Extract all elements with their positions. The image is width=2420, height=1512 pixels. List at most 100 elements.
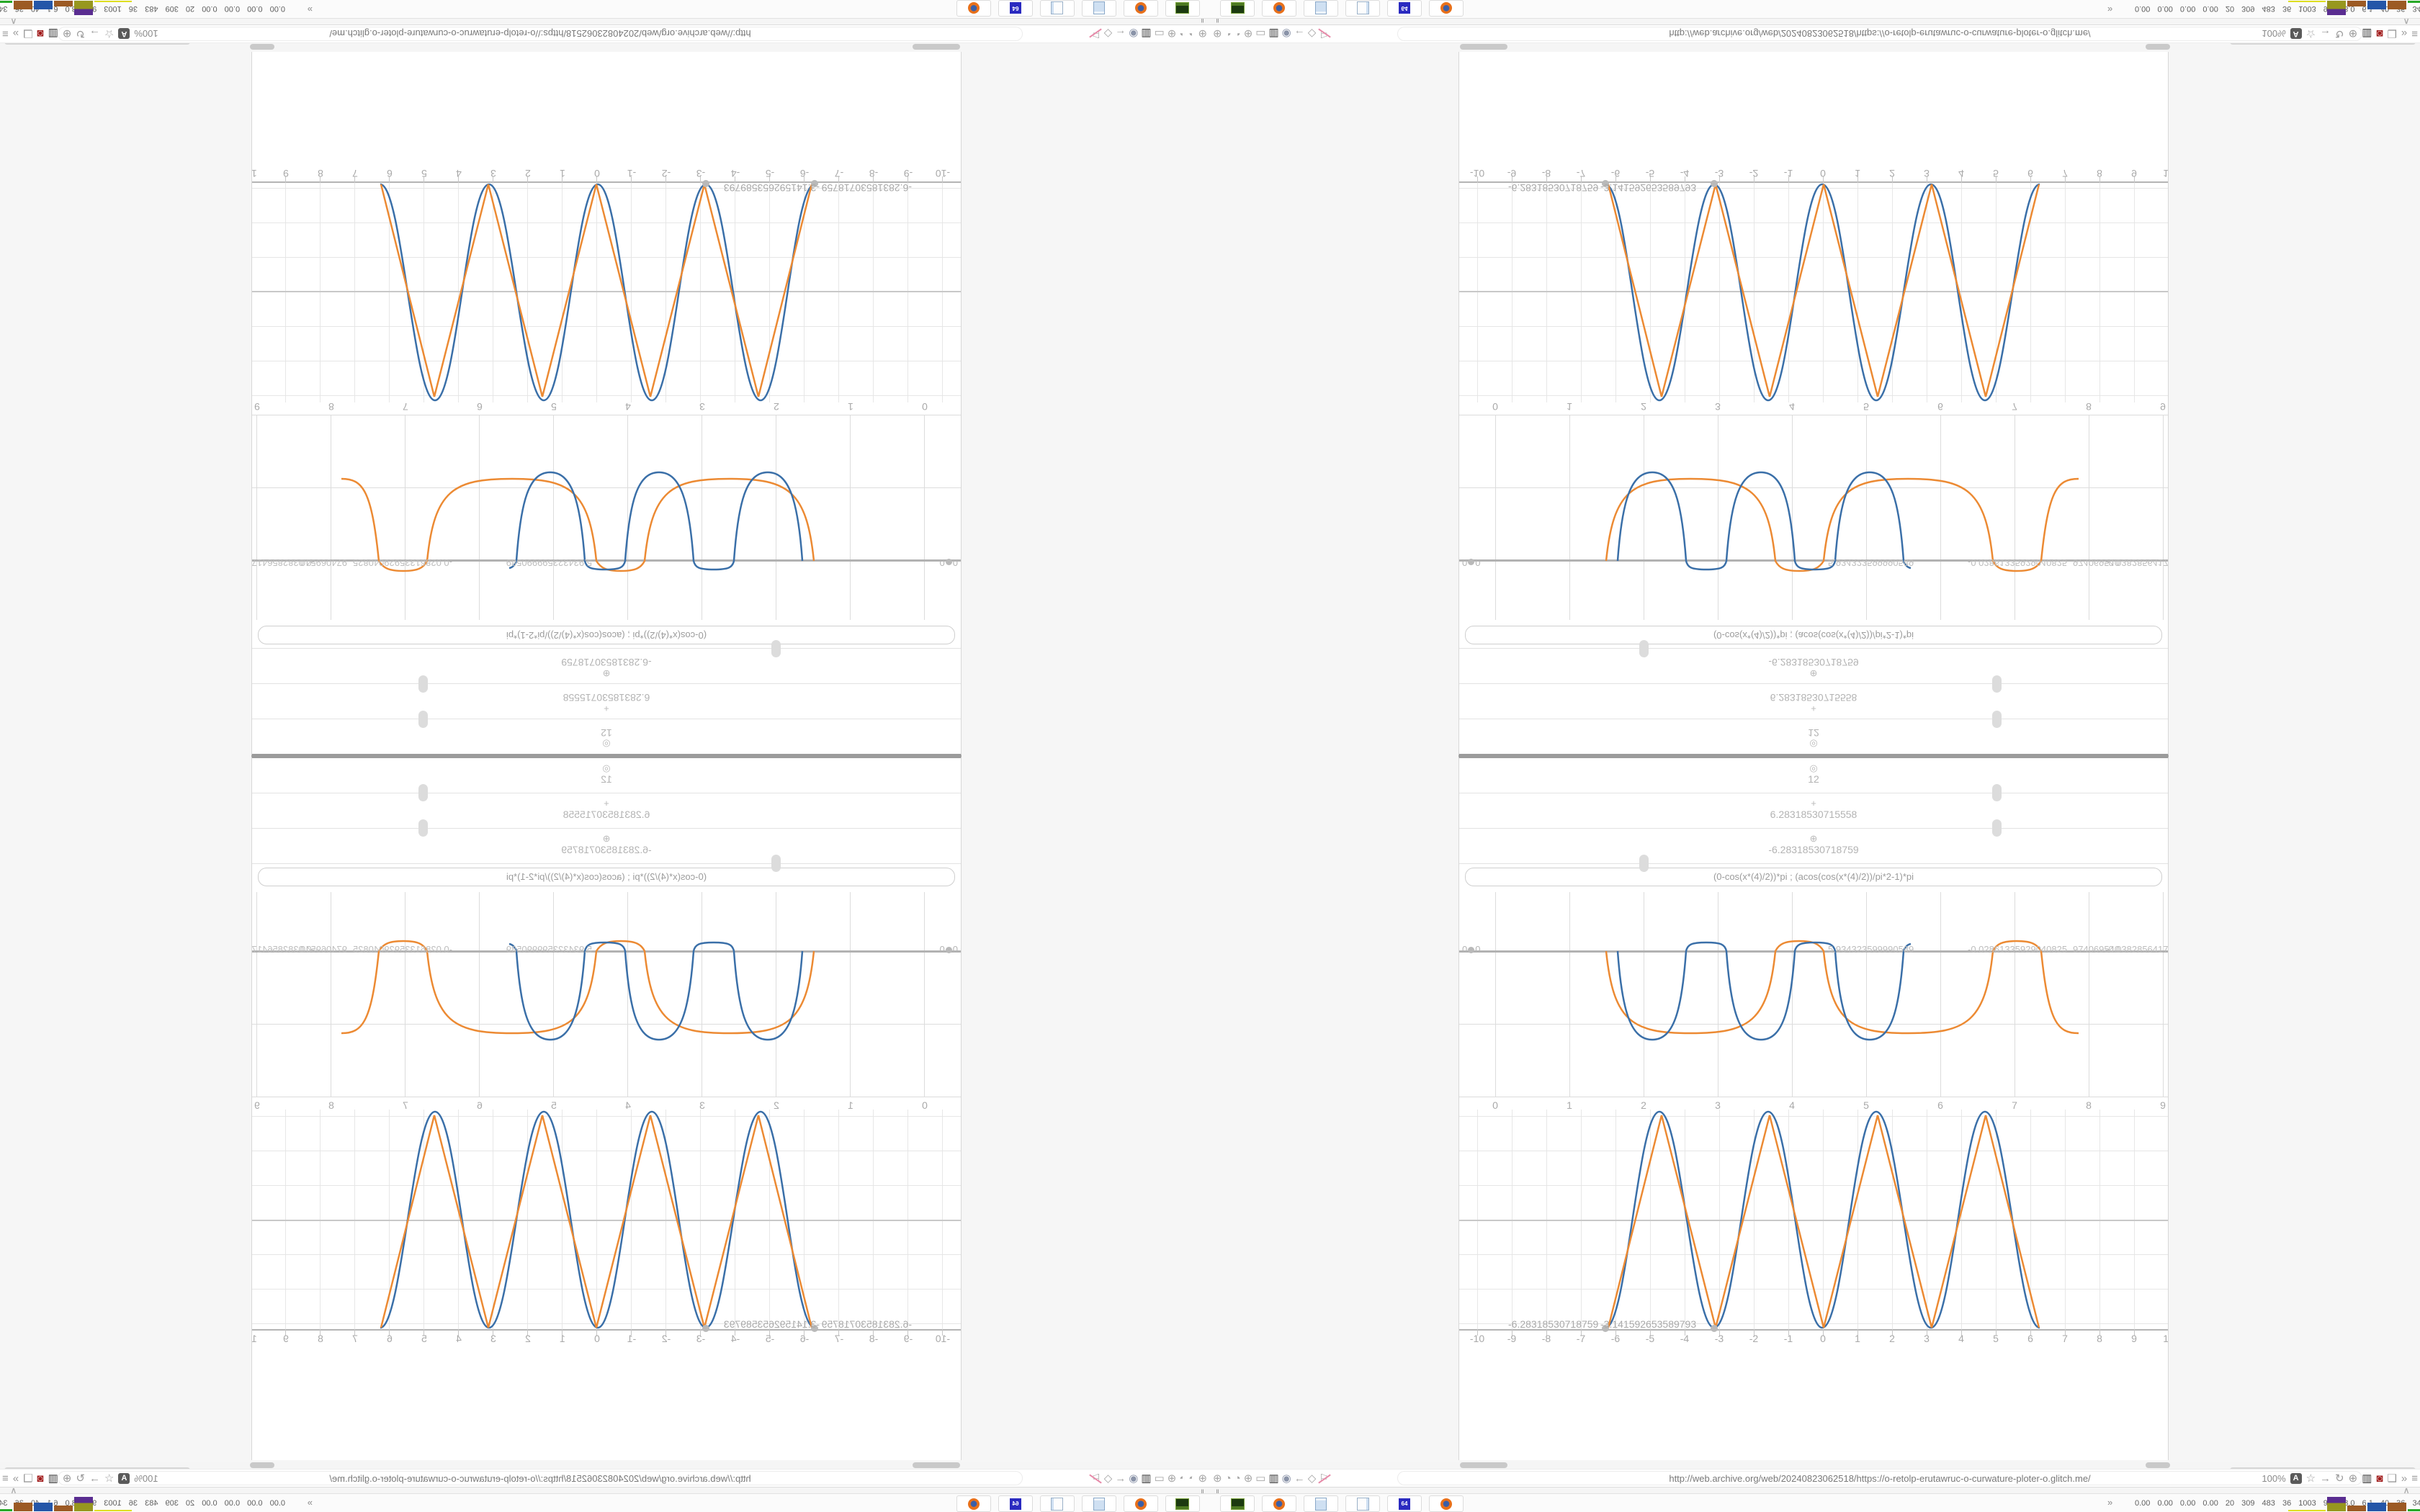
formula-input[interactable]: (0-cos(x*(4)/2))*pi ; (acos(cos(x*(4)/2)… — [258, 868, 955, 886]
bookmark-star-icon[interactable]: ☆ — [104, 27, 115, 40]
slider-thumb[interactable] — [418, 711, 428, 728]
slider-thumb[interactable] — [418, 675, 428, 693]
trash-icon-2[interactable]: ▥ — [48, 27, 58, 40]
forward-arrow-icon[interactable]: → — [89, 27, 100, 40]
slider-thumb[interactable] — [1992, 675, 2002, 693]
file-manager-app[interactable] — [1220, 1495, 1255, 1512]
bookmark-star-icon[interactable]: ☆ — [2305, 27, 2316, 40]
gauge-icon[interactable]: ◔ — [1188, 1472, 1196, 1485]
menu-icon[interactable]: ≡ — [2411, 1472, 2418, 1485]
globe-icon[interactable]: ⊕ — [62, 27, 72, 40]
domain-marker-dot-2[interactable] — [702, 180, 709, 187]
trash-icon-2[interactable]: ▥ — [48, 1472, 58, 1485]
badge-icon[interactable]: ◉ — [1129, 1472, 1139, 1485]
file-manager-app[interactable] — [1220, 0, 1255, 17]
thumb-icon[interactable]: ❑ — [2387, 1472, 2397, 1485]
globe-icon[interactable]: ⊕ — [2348, 27, 2358, 40]
domain-marker-dot-2[interactable] — [1711, 180, 1718, 187]
resolution-slider-row[interactable]: ◎ 12 — [252, 758, 961, 801]
url-bar[interactable]: http://web.archive.org/web/2024082306251… — [58, 1471, 1023, 1485]
shield-badge-icon[interactable]: ◙ — [37, 27, 44, 40]
text-editor-app[interactable] — [1345, 0, 1380, 17]
reader-mode-icon[interactable]: A — [118, 28, 130, 40]
max-slider-row[interactable]: + 6.28318530715558 — [252, 793, 961, 837]
scrollbar-thumb[interactable] — [913, 1462, 960, 1468]
slider-thumb[interactable] — [1992, 784, 2002, 801]
overflow-chevron-icon[interactable]: » — [2401, 27, 2408, 40]
panel-expander-icon[interactable]: » — [307, 4, 313, 15]
folder-icon[interactable]: ▭ — [1154, 1472, 1165, 1485]
origin-marker-dot[interactable] — [1468, 947, 1475, 954]
reload-icon[interactable]: ↻ — [76, 27, 85, 40]
blocked-flag-icon[interactable]: ⚐ — [1319, 27, 1329, 40]
thumb-icon[interactable]: ❑ — [2387, 27, 2397, 40]
shield-badge-icon[interactable]: ◙ — [2376, 27, 2383, 40]
slider-thumb[interactable] — [1992, 819, 2002, 837]
shield-badge-icon[interactable]: ◙ — [2376, 1472, 2383, 1485]
thumb-icon[interactable]: ❑ — [23, 27, 33, 40]
firefox-app[interactable] — [1124, 0, 1158, 17]
scrollbar-thumb[interactable] — [913, 44, 960, 50]
globe-grid-icon[interactable]: ⊕ — [1213, 27, 1222, 40]
badge-icon[interactable]: ◉ — [1281, 27, 1291, 40]
blocked-flag-icon[interactable]: ⚐ — [1319, 1472, 1329, 1485]
reload-icon[interactable]: ↻ — [2335, 27, 2344, 40]
slider-thumb[interactable] — [771, 640, 781, 657]
globe-grid-icon-2[interactable]: ⊕ — [1167, 1472, 1177, 1485]
gauge-icon-2[interactable]: ◔ — [1234, 1472, 1241, 1485]
calculator-app[interactable] — [1082, 1495, 1116, 1512]
globe-grid-icon-2[interactable]: ⊕ — [1167, 27, 1177, 40]
gauge-icon-2[interactable]: ◔ — [1179, 1472, 1186, 1485]
max-slider-row[interactable]: + 6.28318530715558 — [1459, 675, 2168, 719]
globe-grid-icon[interactable]: ⊕ — [1198, 1472, 1207, 1485]
zoom-level-label[interactable]: 100% — [134, 1472, 158, 1484]
zoom-level-label[interactable]: 100% — [134, 28, 158, 40]
trash-icon[interactable]: ▥ — [1268, 27, 1279, 40]
resolution-slider-row[interactable]: ◎ 12 — [1459, 711, 2168, 754]
panel-expander-icon[interactable]: » — [2107, 1497, 2113, 1508]
gauge-icon[interactable]: ◔ — [1224, 27, 1232, 40]
back-arrow-icon[interactable]: ← — [1115, 1472, 1126, 1485]
origin-marker-dot[interactable] — [1468, 558, 1475, 565]
shield-outline-icon[interactable]: ◇ — [1307, 1472, 1317, 1485]
scrollbar-thumb[interactable] — [1460, 44, 1507, 50]
back-arrow-icon[interactable]: ← — [1294, 1472, 1305, 1485]
origin-marker-dot[interactable] — [945, 558, 952, 565]
scrollbar-thumb[interactable] — [1460, 1462, 1507, 1468]
domain-marker-dot-2[interactable] — [1711, 1325, 1718, 1332]
url-bar[interactable]: http://web.archive.org/web/2024082306251… — [1397, 1471, 2362, 1485]
gauge-icon-2[interactable]: ◔ — [1234, 27, 1241, 40]
file-manager-app[interactable] — [1165, 1495, 1200, 1512]
folder-icon[interactable]: ▭ — [1154, 27, 1165, 40]
zoom-level-label[interactable]: 100% — [2262, 28, 2286, 40]
globe-grid-icon[interactable]: ⊕ — [1213, 1472, 1222, 1485]
scrollbar-thumb-2[interactable] — [2146, 44, 2170, 50]
floppy-64-app[interactable]: 64 — [998, 1495, 1033, 1512]
calculator-app[interactable] — [1304, 0, 1338, 17]
text-editor-app[interactable] — [1345, 1495, 1380, 1512]
url-bar[interactable]: http://web.archive.org/web/2024082306251… — [1397, 27, 2362, 41]
trash-icon[interactable]: ▥ — [1268, 1472, 1279, 1485]
floppy-64-app[interactable]: 64 — [998, 0, 1033, 17]
menu-icon[interactable]: ≡ — [2411, 27, 2418, 40]
globe-icon[interactable]: ⊕ — [2348, 1472, 2358, 1485]
firefox-app-2[interactable] — [1429, 1495, 1464, 1512]
gauge-icon[interactable]: ◔ — [1224, 1472, 1232, 1485]
globe-grid-icon[interactable]: ⊕ — [1198, 27, 1207, 40]
file-manager-app[interactable] — [1165, 0, 1200, 17]
slider-thumb[interactable] — [1992, 711, 2002, 728]
forward-arrow-icon[interactable]: → — [89, 1472, 100, 1485]
bookmark-star-icon[interactable]: ☆ — [104, 1472, 115, 1485]
firefox-app[interactable] — [1262, 1495, 1296, 1512]
shield-badge-icon[interactable]: ◙ — [37, 1472, 44, 1485]
firefox-app[interactable] — [1124, 1495, 1158, 1512]
trash-icon-2[interactable]: ▥ — [2362, 1472, 2372, 1485]
firefox-app-2[interactable] — [1429, 0, 1464, 17]
slider-thumb[interactable] — [418, 784, 428, 801]
domain-marker-dot[interactable] — [811, 180, 818, 187]
shield-outline-icon[interactable]: ◇ — [1307, 27, 1317, 40]
zoom-level-label[interactable]: 100% — [2262, 1472, 2286, 1484]
badge-icon[interactable]: ◉ — [1129, 27, 1139, 40]
trash-icon-2[interactable]: ▥ — [2362, 27, 2372, 40]
min-slider-row[interactable]: ⊕ -6.28318530718759 — [252, 829, 961, 872]
